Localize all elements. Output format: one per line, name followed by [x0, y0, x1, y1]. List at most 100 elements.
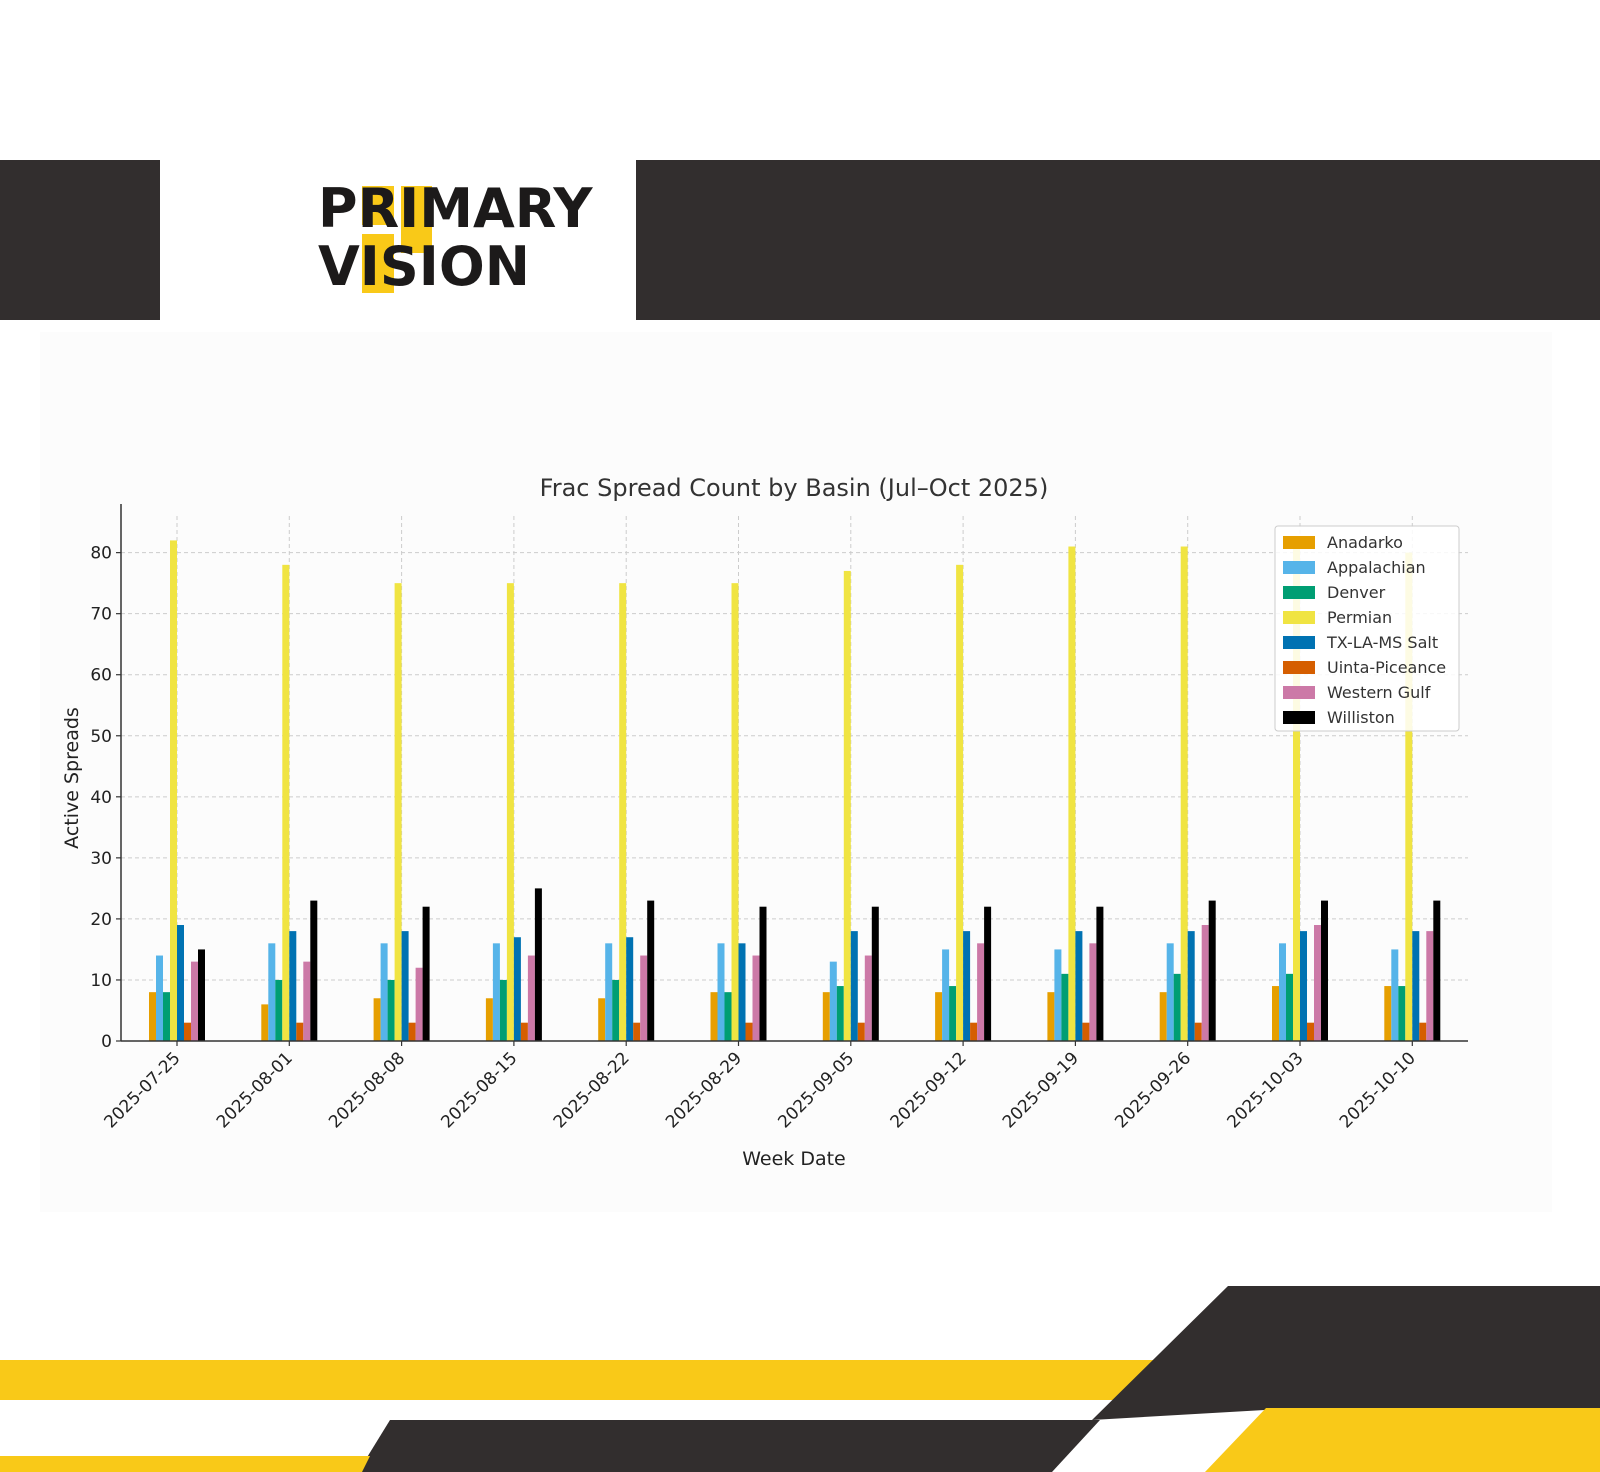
bar-tx-la-ms-salt — [177, 925, 184, 1041]
bar-permian — [1068, 546, 1076, 1041]
bar-uinta-piceance — [633, 1022, 641, 1041]
bar-tx-la-ms-salt — [963, 931, 971, 1041]
bar-denver — [1061, 973, 1069, 1041]
bar-uinta-piceance — [184, 1022, 191, 1041]
legend-swatch — [1283, 586, 1315, 599]
y-axis-label: Active Spreads — [61, 707, 83, 849]
bar-uinta-piceance — [408, 1022, 416, 1041]
legend-swatch — [1283, 561, 1315, 574]
bar-uinta-piceance — [1307, 1022, 1314, 1041]
y-tick-label: 40 — [90, 788, 112, 808]
legend-label: TX-LA-MS Salt — [1326, 633, 1438, 652]
bar-williston — [422, 906, 430, 1041]
legend-label: Denver — [1327, 583, 1386, 602]
bar-western-gulf — [977, 943, 985, 1041]
bar-appalachian — [829, 961, 837, 1041]
bar-denver — [612, 979, 620, 1041]
legend-box — [1274, 525, 1460, 732]
bar-williston — [198, 949, 205, 1041]
bar-tx-la-ms-salt — [738, 943, 746, 1041]
bar-anadarko — [935, 992, 943, 1041]
bar-tx-la-ms-salt — [401, 931, 409, 1041]
x-axis-label: Week Date — [742, 1148, 846, 1170]
bar-denver — [1398, 986, 1406, 1041]
bar-permian — [1180, 546, 1188, 1041]
bar-williston — [1433, 900, 1441, 1041]
bar-tx-la-ms-salt — [1300, 931, 1307, 1041]
brand-name-line1: PRIMARY — [318, 177, 593, 240]
bar-appalachian — [1391, 949, 1399, 1041]
bar-appalachian — [380, 943, 388, 1041]
bar-uinta-piceance — [970, 1022, 978, 1041]
legend-label: Western Gulf — [1327, 683, 1431, 702]
frac-spread-chart: 0 10 20 30 40 50 60 70 80 2025-07-25 2025-08-01 202… — [61, 474, 1468, 1170]
legend-label: Uinta-Piceance — [1327, 658, 1446, 677]
legend-label: Williston — [1327, 708, 1395, 727]
legend-swatch — [1283, 711, 1315, 724]
bar-tx-la-ms-salt — [626, 937, 634, 1041]
bar-uinta-piceance — [745, 1022, 753, 1041]
bar-uinta-piceance — [1419, 1022, 1427, 1041]
bar-anadarko — [149, 992, 156, 1041]
bar-western-gulf — [191, 961, 198, 1041]
bar-tx-la-ms-salt — [1075, 931, 1083, 1041]
bar-denver — [836, 986, 844, 1041]
bar-permian — [1405, 552, 1413, 1041]
y-tick-label: 20 — [90, 910, 112, 930]
bar-appalachian — [717, 943, 725, 1041]
legend-swatch — [1283, 611, 1315, 624]
x-tick-label: 2025-10-03 — [1224, 1048, 1308, 1132]
bar-appalachian — [492, 943, 500, 1041]
legend-swatch — [1283, 536, 1315, 549]
x-tick-label: 2025-08-22 — [550, 1048, 634, 1132]
chart-card: 0 10 20 30 40 50 60 70 80 2025-07-25 2025-08-01 202… — [40, 332, 1552, 1212]
bar-uinta-piceance — [1082, 1022, 1090, 1041]
legend-swatch — [1283, 636, 1315, 649]
bar-permian — [619, 583, 627, 1041]
bar-anadarko — [485, 998, 493, 1041]
bar-williston — [871, 906, 879, 1041]
bar-denver — [1286, 973, 1293, 1041]
bar-williston — [984, 906, 992, 1041]
legend-label: Permian — [1327, 608, 1392, 627]
bar-permian — [956, 564, 964, 1041]
bar-anadarko — [598, 998, 606, 1041]
bar-anadarko — [710, 992, 718, 1041]
bar-western-gulf — [640, 955, 648, 1041]
x-tick-label: 2025-10-10 — [1336, 1048, 1420, 1132]
bar-permian — [170, 540, 177, 1041]
bar-denver — [499, 979, 507, 1041]
bar-denver — [724, 992, 732, 1041]
x-tick-label: 2025-08-01 — [213, 1048, 297, 1132]
bar-appalachian — [605, 943, 613, 1041]
bar-appalachian — [942, 949, 950, 1041]
bar-appalachian — [268, 943, 276, 1041]
bar-uinta-piceance — [857, 1022, 865, 1041]
brand-name-line2: VISION — [318, 235, 530, 298]
bar-anadarko — [261, 1004, 269, 1041]
bar-permian — [506, 583, 514, 1041]
bar-anadarko — [1159, 992, 1167, 1041]
y-tick-label: 80 — [90, 544, 112, 564]
bar-denver — [163, 992, 170, 1041]
y-tick-label: 60 — [90, 666, 112, 686]
bar-williston — [310, 900, 318, 1041]
x-tick-label: 2025-09-19 — [999, 1048, 1083, 1132]
bar-anadarko — [373, 998, 381, 1041]
bar-williston — [647, 900, 655, 1041]
legend-label: Anadarko — [1327, 533, 1403, 552]
bar-western-gulf — [1314, 925, 1321, 1041]
bar-anadarko — [1272, 986, 1279, 1041]
bar-denver — [1173, 973, 1181, 1041]
bar-williston — [1208, 900, 1216, 1041]
bar-denver — [275, 979, 283, 1041]
bar-western-gulf — [1089, 943, 1097, 1041]
y-tick-label: 30 — [90, 849, 112, 869]
x-tick-label: 2025-08-08 — [325, 1048, 409, 1132]
bar-appalachian — [1054, 949, 1062, 1041]
bar-williston — [1096, 906, 1104, 1041]
bar-williston — [534, 888, 542, 1041]
bar-appalachian — [1279, 943, 1286, 1041]
bar-denver — [387, 979, 395, 1041]
bar-permian — [282, 564, 290, 1041]
